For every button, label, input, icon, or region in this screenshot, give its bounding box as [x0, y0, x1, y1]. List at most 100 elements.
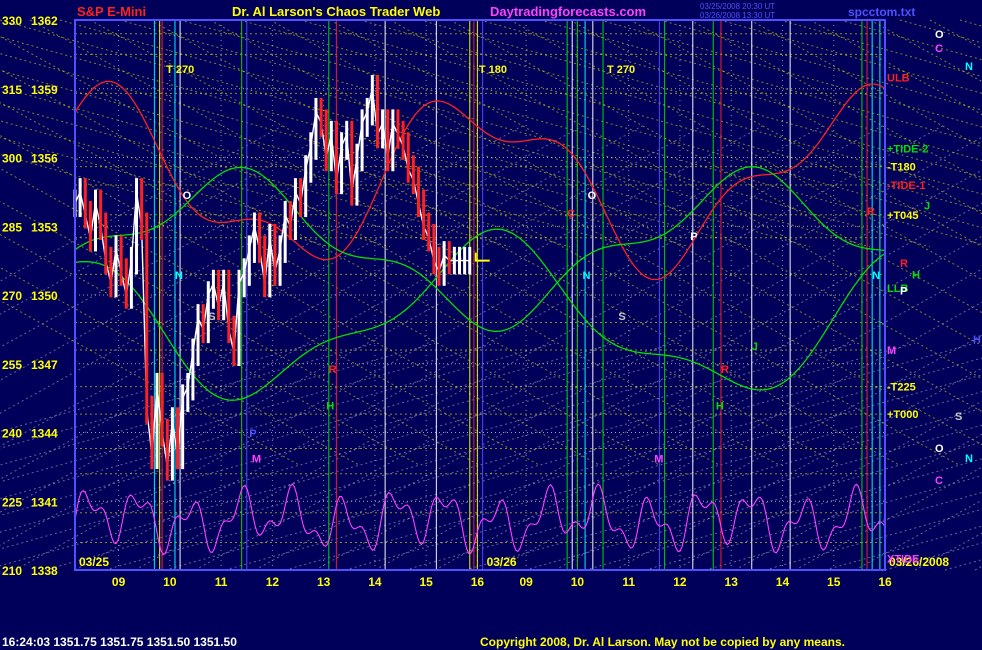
chart-letter: O	[183, 190, 192, 202]
stamp-1: 03/25/2008 20:30 UT	[700, 2, 775, 11]
diagonal-line	[0, 124, 526, 414]
chart-letter: R	[329, 364, 337, 376]
y-degree-label: 330	[2, 14, 22, 28]
y-price-label: 1356	[31, 152, 58, 166]
x-hour-label: 10	[571, 575, 585, 589]
diagonal-line	[0, 266, 361, 466]
diagonal-line	[0, 53, 691, 248]
vertical-marker-label: T 180	[479, 64, 507, 76]
diagonal-line	[254, 169, 982, 571]
right-label: XTIDE	[887, 554, 919, 566]
side-letter: C	[935, 43, 943, 55]
day2-label: 03/26	[487, 555, 517, 569]
diagonal-line	[0, 124, 586, 447]
chart-letter: N	[872, 270, 880, 282]
green-flux-curve-1	[74, 228, 886, 401]
diagonal-line	[14, 124, 826, 571]
diagonal-line	[29, 19, 841, 466]
diagonal-line	[584, 458, 982, 571]
x-hour-label: 15	[827, 575, 841, 589]
green-flux-curve-2	[74, 166, 886, 333]
day1-label: 03/25	[79, 555, 109, 569]
xtide-curve	[74, 483, 886, 556]
diagonal-line	[269, 19, 982, 413]
chart-letter: P	[690, 231, 697, 243]
chart-letter: M	[654, 453, 663, 465]
right-label: +T000	[887, 409, 919, 421]
diagonal-line	[0, 342, 616, 516]
side-letter: O	[935, 29, 944, 41]
diagonal-line	[164, 342, 976, 571]
right-label: P	[900, 285, 907, 297]
diagonal-line	[0, 342, 556, 500]
chart-letter: H	[326, 401, 334, 413]
x-hour-label: 11	[622, 575, 635, 589]
diagonal-line	[0, 124, 646, 480]
chart-letter: N	[175, 270, 183, 282]
diagonal-line	[839, 19, 982, 61]
y-price-label: 1344	[31, 427, 58, 441]
stamp-2: 03/26/2008 13:30 UT	[700, 11, 775, 20]
chart-letter: S	[208, 311, 215, 323]
y-degree-label: 240	[2, 427, 22, 441]
y-price-label: 1338	[31, 564, 58, 578]
diagonal-line	[0, 299, 301, 466]
y-degree-label: 210	[2, 564, 22, 578]
diagonal-line	[89, 19, 901, 466]
diagonal-line	[0, 124, 766, 546]
flux-curves	[74, 80, 886, 556]
diagonal-line	[239, 19, 982, 229]
side-letter: N	[965, 61, 973, 73]
chart-letter: N	[583, 270, 591, 282]
diagonal-line	[224, 357, 982, 571]
y-degree-label: 270	[2, 289, 22, 303]
diagonal-line	[59, 19, 871, 248]
diagonal-line	[149, 19, 961, 466]
diagonal-line	[104, 342, 916, 571]
diagonal-line	[0, 342, 736, 550]
diagonal-line	[959, 19, 982, 27]
diagonal-line	[779, 19, 982, 78]
diagonal-line	[0, 124, 346, 315]
x-hour-label: 14	[368, 575, 382, 589]
y-price-label: 1353	[31, 220, 58, 234]
y-degree-label: 225	[2, 495, 22, 509]
diagonal-line	[824, 525, 982, 571]
site-label: Daytradingforecasts.com	[490, 4, 646, 19]
diagonal-line	[599, 19, 982, 128]
side-letter: N	[965, 453, 973, 465]
title-label: Dr. Al Larson's Chaos Trader Web	[232, 4, 440, 19]
diagonal-line	[194, 136, 982, 571]
diagonal-line	[0, 120, 451, 248]
x-hour-label: 15	[419, 575, 433, 589]
diagonal-line	[659, 19, 982, 111]
diagonal-line	[0, 124, 466, 381]
vertical-lines	[153, 20, 881, 570]
diagonal-line	[644, 475, 982, 571]
diagonal-line	[0, 103, 511, 248]
right-label: J	[924, 201, 930, 213]
diagonal-line	[119, 19, 931, 248]
side-letter: O	[935, 443, 944, 455]
side-letter: H	[973, 334, 981, 346]
right-label: LLB	[887, 283, 908, 295]
red-flux-curve	[74, 80, 886, 281]
diagonal-line	[0, 124, 286, 282]
y-price-label: 1341	[31, 495, 58, 509]
axis-labels: 330 1362 315 1359 300 1356 285 1353 270 1350 255 13…	[2, 14, 981, 589]
x-hour-label: 13	[725, 575, 739, 589]
diagonal-line	[0, 233, 421, 466]
quote-readout: 16:24:03 1351.75 1351.75 1351.50 1351.50	[2, 635, 237, 649]
diagonal-line	[299, 19, 982, 212]
x-hour-label: 16	[471, 575, 485, 589]
diagonal-line	[0, 86, 571, 248]
right-label: -TIDE-1	[887, 180, 926, 192]
vertical-marker-label: T 270	[607, 64, 635, 76]
copyright: Copyright 2008, Dr. Al Larson. May not b…	[480, 635, 845, 649]
right-label: R	[900, 258, 908, 270]
diagonal-line	[974, 565, 982, 571]
plot-border	[74, 19, 886, 571]
y-degree-label: 315	[2, 83, 22, 97]
diagonal-line	[0, 124, 406, 348]
